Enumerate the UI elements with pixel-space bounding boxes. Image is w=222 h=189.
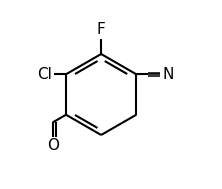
Text: N: N	[162, 67, 174, 82]
Text: F: F	[97, 22, 105, 37]
Text: O: O	[47, 139, 59, 153]
Text: Cl: Cl	[37, 67, 52, 82]
